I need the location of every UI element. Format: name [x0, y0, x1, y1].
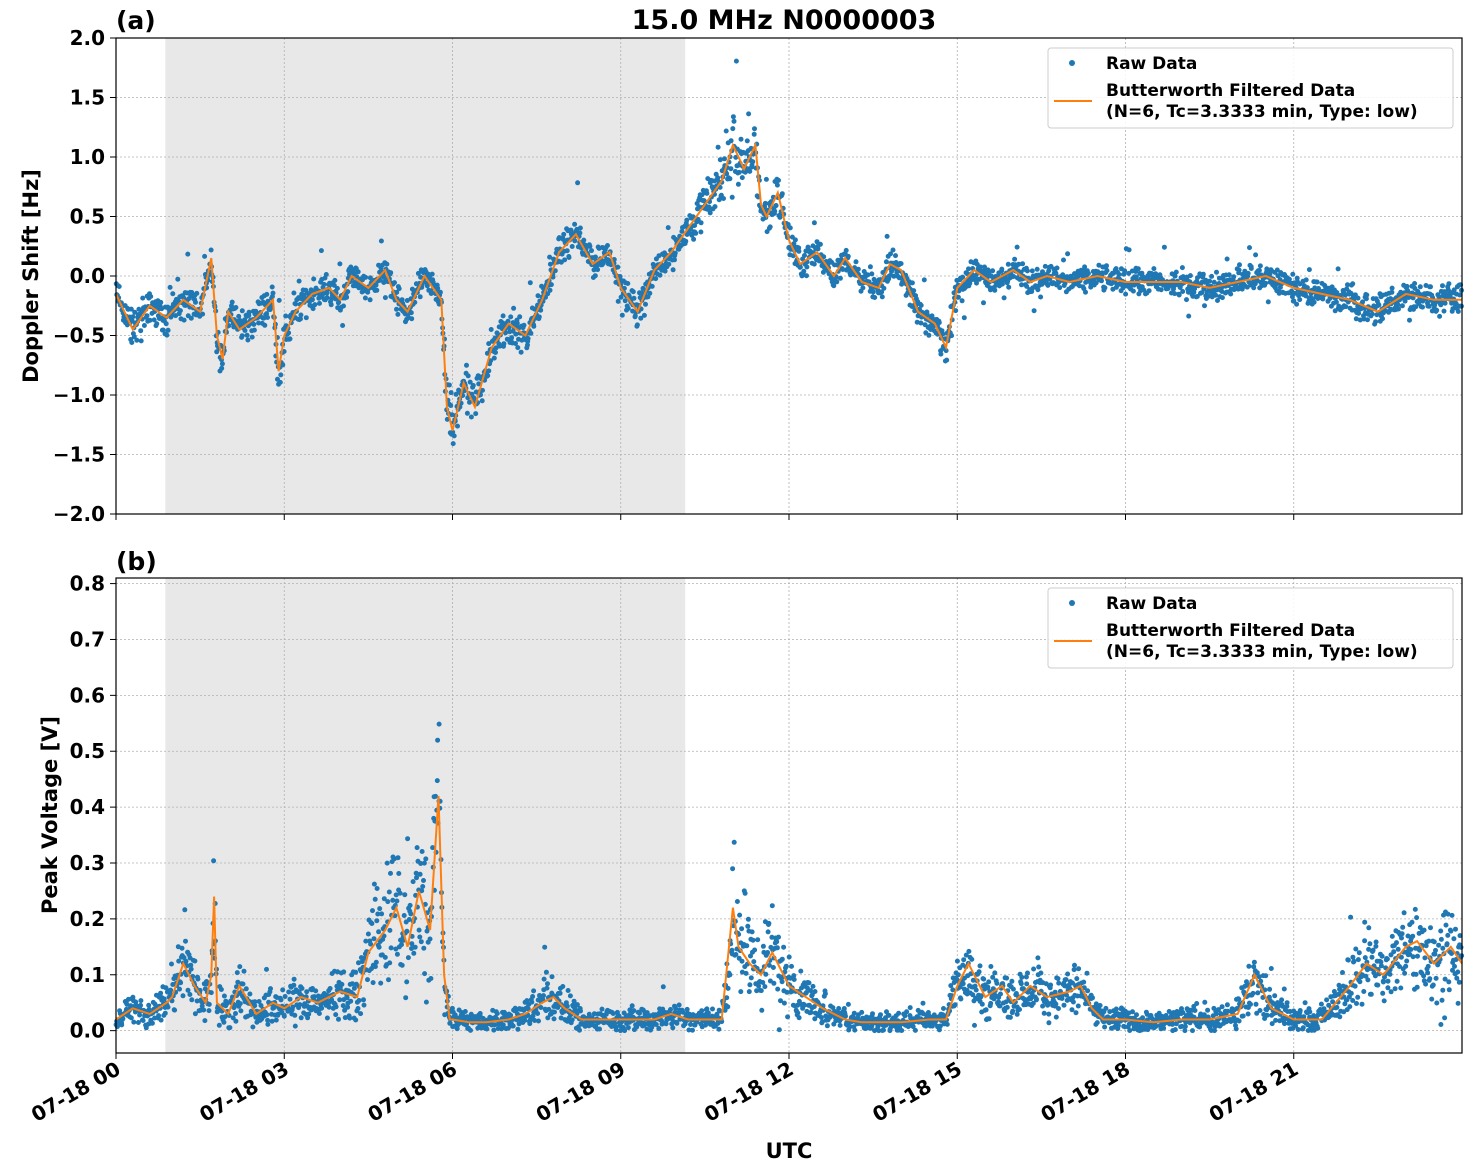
x-axis-label: UTC [766, 1139, 813, 1163]
x-tick-label: 07-18 06 [363, 1057, 461, 1127]
panel-b-peak-voltage: 0.80.70.60.50.40.30.20.10.0 07-18 00 07-1… [27, 547, 1465, 1127]
y-tick-label: −2.0 [53, 502, 105, 526]
y-tick-label: 1.0 [70, 145, 105, 169]
x-tick-label: 07-18 21 [1205, 1057, 1303, 1127]
panel-b-grid [115, 578, 1462, 1053]
y-tick-label: 2.0 [70, 26, 105, 50]
panel-a-legend-box [1047, 47, 1454, 129]
panel-b-legend-raw-marker [1069, 600, 1075, 606]
y-tick-label: 0.5 [70, 205, 105, 229]
panel-b-x-ticks: 07-18 00 07-18 03 07-18 06 07-18 09 07-18 12… [27, 1053, 1302, 1127]
panel-a-label: (a) [116, 6, 156, 35]
y-tick-label: 0.3 [70, 851, 105, 875]
panel-a-x-ticks [115, 514, 1295, 520]
panel-b-legend-filtered-label: Butterworth Filtered Data [1106, 621, 1355, 641]
x-tick-label: 07-18 18 [1036, 1057, 1134, 1127]
panel-b-legend: Raw Data Butterworth Filtered Data (N=6,… [1047, 587, 1454, 669]
panel-a-legend-raw-marker [1069, 60, 1075, 66]
x-tick-label: 07-18 12 [700, 1057, 798, 1127]
x-tick-label: 07-18 15 [868, 1057, 966, 1127]
figure-title: 15.0 MHz N0000003 [632, 5, 937, 36]
y-tick-label: 0.1 [70, 963, 105, 987]
y-tick-label: 0.7 [70, 627, 105, 651]
y-tick-label: 0.5 [70, 739, 105, 763]
panel-b-y-axis-label: Peak Voltage [V] [38, 716, 62, 914]
panel-b-legend-box [1047, 587, 1454, 669]
y-tick-label: 0.4 [70, 795, 105, 819]
panel-a-legend: Raw Data Butterworth Filtered Data (N=6,… [1047, 47, 1454, 129]
panel-a-doppler-shift: 2.0 1.5 1.0 0.5 0.0 −0.5 −1.0 −1.5 −2.0 (a) Dopp… [19, 6, 1464, 526]
x-tick-label: 07-18 03 [195, 1057, 293, 1127]
panel-a-legend-raw-label: Raw Data [1106, 54, 1197, 74]
y-tick-label: 0.8 [70, 572, 105, 596]
panel-a-legend-filtered-label: Butterworth Filtered Data [1106, 81, 1355, 101]
y-tick-label: −0.5 [53, 324, 105, 348]
panel-b-y-ticks: 0.8 0.7 0.6 0.5 0.4 0.3 0.2 0.1 0.0 [70, 572, 116, 1043]
x-tick-label: 07-18 09 [532, 1057, 630, 1127]
y-tick-label: 0.2 [70, 907, 105, 931]
y-tick-label: 1.5 [70, 86, 105, 110]
y-tick-label: 0.0 [70, 264, 105, 288]
panel-a-filtered-line [115, 141, 1462, 431]
y-tick-label: 0.0 [70, 1019, 105, 1043]
x-tick-label: 07-18 00 [27, 1057, 125, 1127]
y-tick-label: −1.5 [53, 443, 105, 467]
panel-b-label: (b) [116, 547, 157, 576]
panel-a-y-ticks: 2.0 1.5 1.0 0.5 0.0 −0.5 −1.0 −1.5 −2.0 [53, 26, 116, 526]
y-tick-label: 0.6 [70, 683, 105, 707]
y-tick-label: −1.0 [53, 383, 105, 407]
panel-b-legend-raw-label: Raw Data [1106, 594, 1197, 614]
panel-a-legend-filtered-params: (N=6, Tc=3.3333 min, Type: low) [1106, 102, 1418, 122]
panel-a-y-axis-label: Doppler Shift [Hz] [19, 169, 43, 383]
panel-b-legend-filtered-params: (N=6, Tc=3.3333 min, Type: low) [1106, 642, 1418, 662]
panel-b-filtered-line [115, 795, 1463, 1024]
